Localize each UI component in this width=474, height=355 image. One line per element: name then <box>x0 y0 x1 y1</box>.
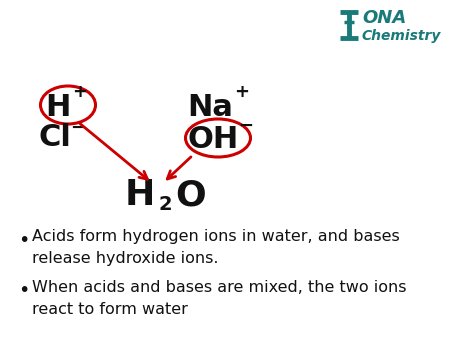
Text: H: H <box>125 178 155 212</box>
Text: −: − <box>71 119 86 137</box>
Text: ONA: ONA <box>362 9 406 27</box>
Text: When acids and bases are mixed, the two ions: When acids and bases are mixed, the two … <box>32 280 407 295</box>
Text: +: + <box>73 83 88 101</box>
Text: Cl: Cl <box>38 124 72 153</box>
Text: release hydroxide ions.: release hydroxide ions. <box>32 251 219 266</box>
Text: Na: Na <box>187 93 233 121</box>
Text: react to form water: react to form water <box>32 301 188 317</box>
Text: OH: OH <box>187 126 238 154</box>
Text: +: + <box>235 83 249 101</box>
Text: −: − <box>238 117 254 135</box>
Text: H: H <box>46 93 71 121</box>
Text: Acids form hydrogen ions in water, and bases: Acids form hydrogen ions in water, and b… <box>32 229 400 245</box>
Text: O: O <box>175 178 206 212</box>
Text: 2: 2 <box>159 195 173 213</box>
Text: Chemistry: Chemistry <box>362 29 441 43</box>
Text: •: • <box>18 282 29 300</box>
Text: •: • <box>18 230 29 250</box>
